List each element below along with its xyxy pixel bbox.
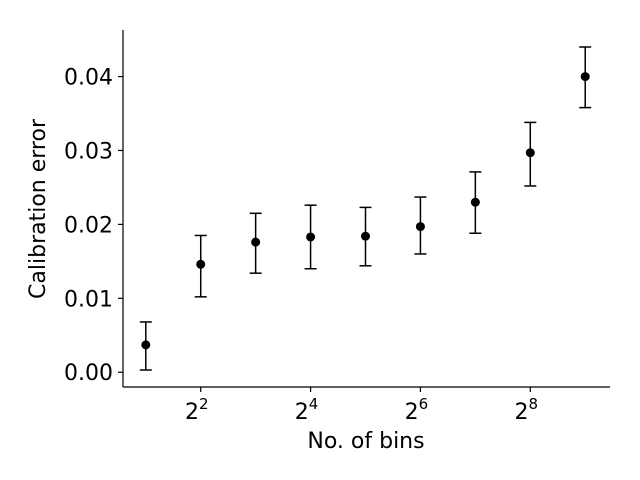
y-tick-label: 0.04 — [64, 66, 113, 91]
y-tick-label: 0.03 — [64, 139, 113, 164]
data-point — [415, 222, 425, 232]
x-tick-base: 2 — [295, 400, 309, 425]
data-point — [196, 259, 206, 269]
x-tick-base: 2 — [185, 400, 199, 425]
y-axis-label: Calibration error — [26, 118, 51, 299]
y-tick-label: 0.02 — [64, 213, 113, 238]
x-tick-label: 22 — [185, 395, 209, 425]
x-tick-exponent: 8 — [529, 395, 539, 413]
data-point — [251, 237, 261, 247]
data-point — [580, 72, 590, 82]
x-axis-label: No. of bins — [307, 429, 424, 454]
y-tick-label: 0.01 — [64, 287, 113, 312]
data-point — [141, 340, 151, 350]
data-point — [306, 232, 316, 242]
x-tick-label: 26 — [405, 395, 429, 425]
x-tick-exponent: 4 — [309, 395, 319, 413]
x-tick-label: 24 — [295, 395, 319, 425]
data-point — [470, 197, 480, 207]
x-tick-base: 2 — [515, 400, 529, 425]
x-tick-base: 2 — [405, 400, 419, 425]
data-point — [361, 231, 371, 241]
data-point — [525, 148, 535, 158]
data-marks — [139, 46, 592, 371]
x-tick-exponent: 6 — [419, 395, 429, 413]
x-tick-exponent: 2 — [199, 395, 209, 413]
x-tick-label: 28 — [515, 395, 539, 425]
y-tick-label: 0.00 — [64, 361, 113, 386]
